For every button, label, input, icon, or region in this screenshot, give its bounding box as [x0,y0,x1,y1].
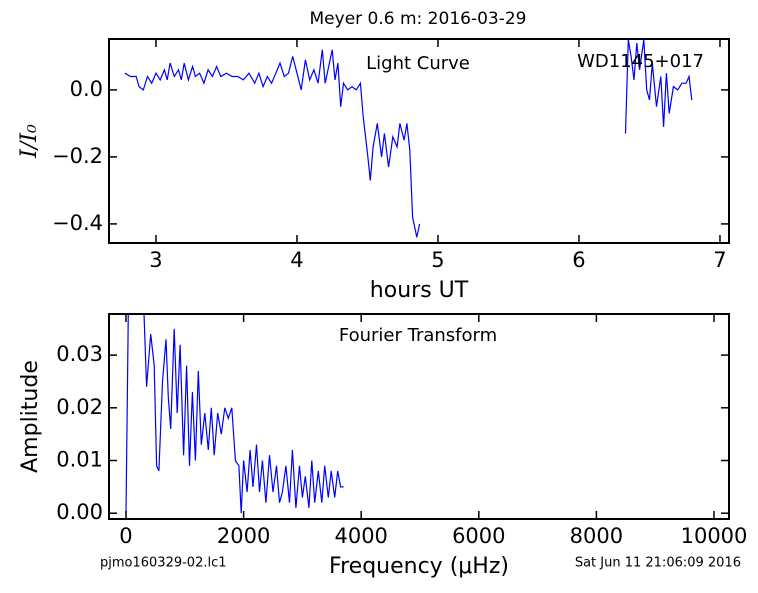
annotation: Light Curve [366,53,470,74]
y-tick-label: 0.0 [70,77,103,101]
x-tick-label: 7 [713,248,726,272]
y-axis-label: I/I₀ [17,124,42,159]
annotation: Fourier Transform [339,325,497,346]
y-tick-label: −0.2 [52,144,103,168]
x-tick-label: 2000 [217,524,270,548]
axes-frame [108,313,730,520]
y-tick-label: 0.03 [56,342,103,366]
x-axis-label: hours UT [370,278,469,303]
x-tick-label: 4000 [334,524,387,548]
x-tick-label: 8000 [570,524,623,548]
plot-area [125,314,344,514]
annotation: WD1145+017 [577,51,704,72]
footer-left: pjmo160329-02.lc1 [100,556,227,571]
data-line [125,314,344,514]
y-tick-label: 0.02 [56,395,103,419]
y-tick-label: 0.01 [56,448,103,472]
x-tick-label: 5 [431,248,444,272]
plot-area [124,39,693,238]
y-axis-label: Amplitude [18,360,43,473]
x-tick-label: 6 [572,248,585,272]
x-tick-label: 4 [290,248,303,272]
figure-title: Meyer 0.6 m: 2016-03-29 [310,9,527,29]
axes-frame [108,38,730,244]
x-tick-label: 6000 [452,524,505,548]
x-tick-label: 3 [149,248,162,272]
x-tick-label: 0 [119,524,132,548]
data-line [124,39,693,238]
footer-right: Sat Jun 11 21:06:09 2016 [575,556,741,571]
x-tick-label: 10000 [681,524,748,548]
x-axis-label: Frequency (μHz) [329,554,509,579]
y-tick-label: 0.00 [56,500,103,524]
y-tick-label: −0.4 [52,211,103,235]
